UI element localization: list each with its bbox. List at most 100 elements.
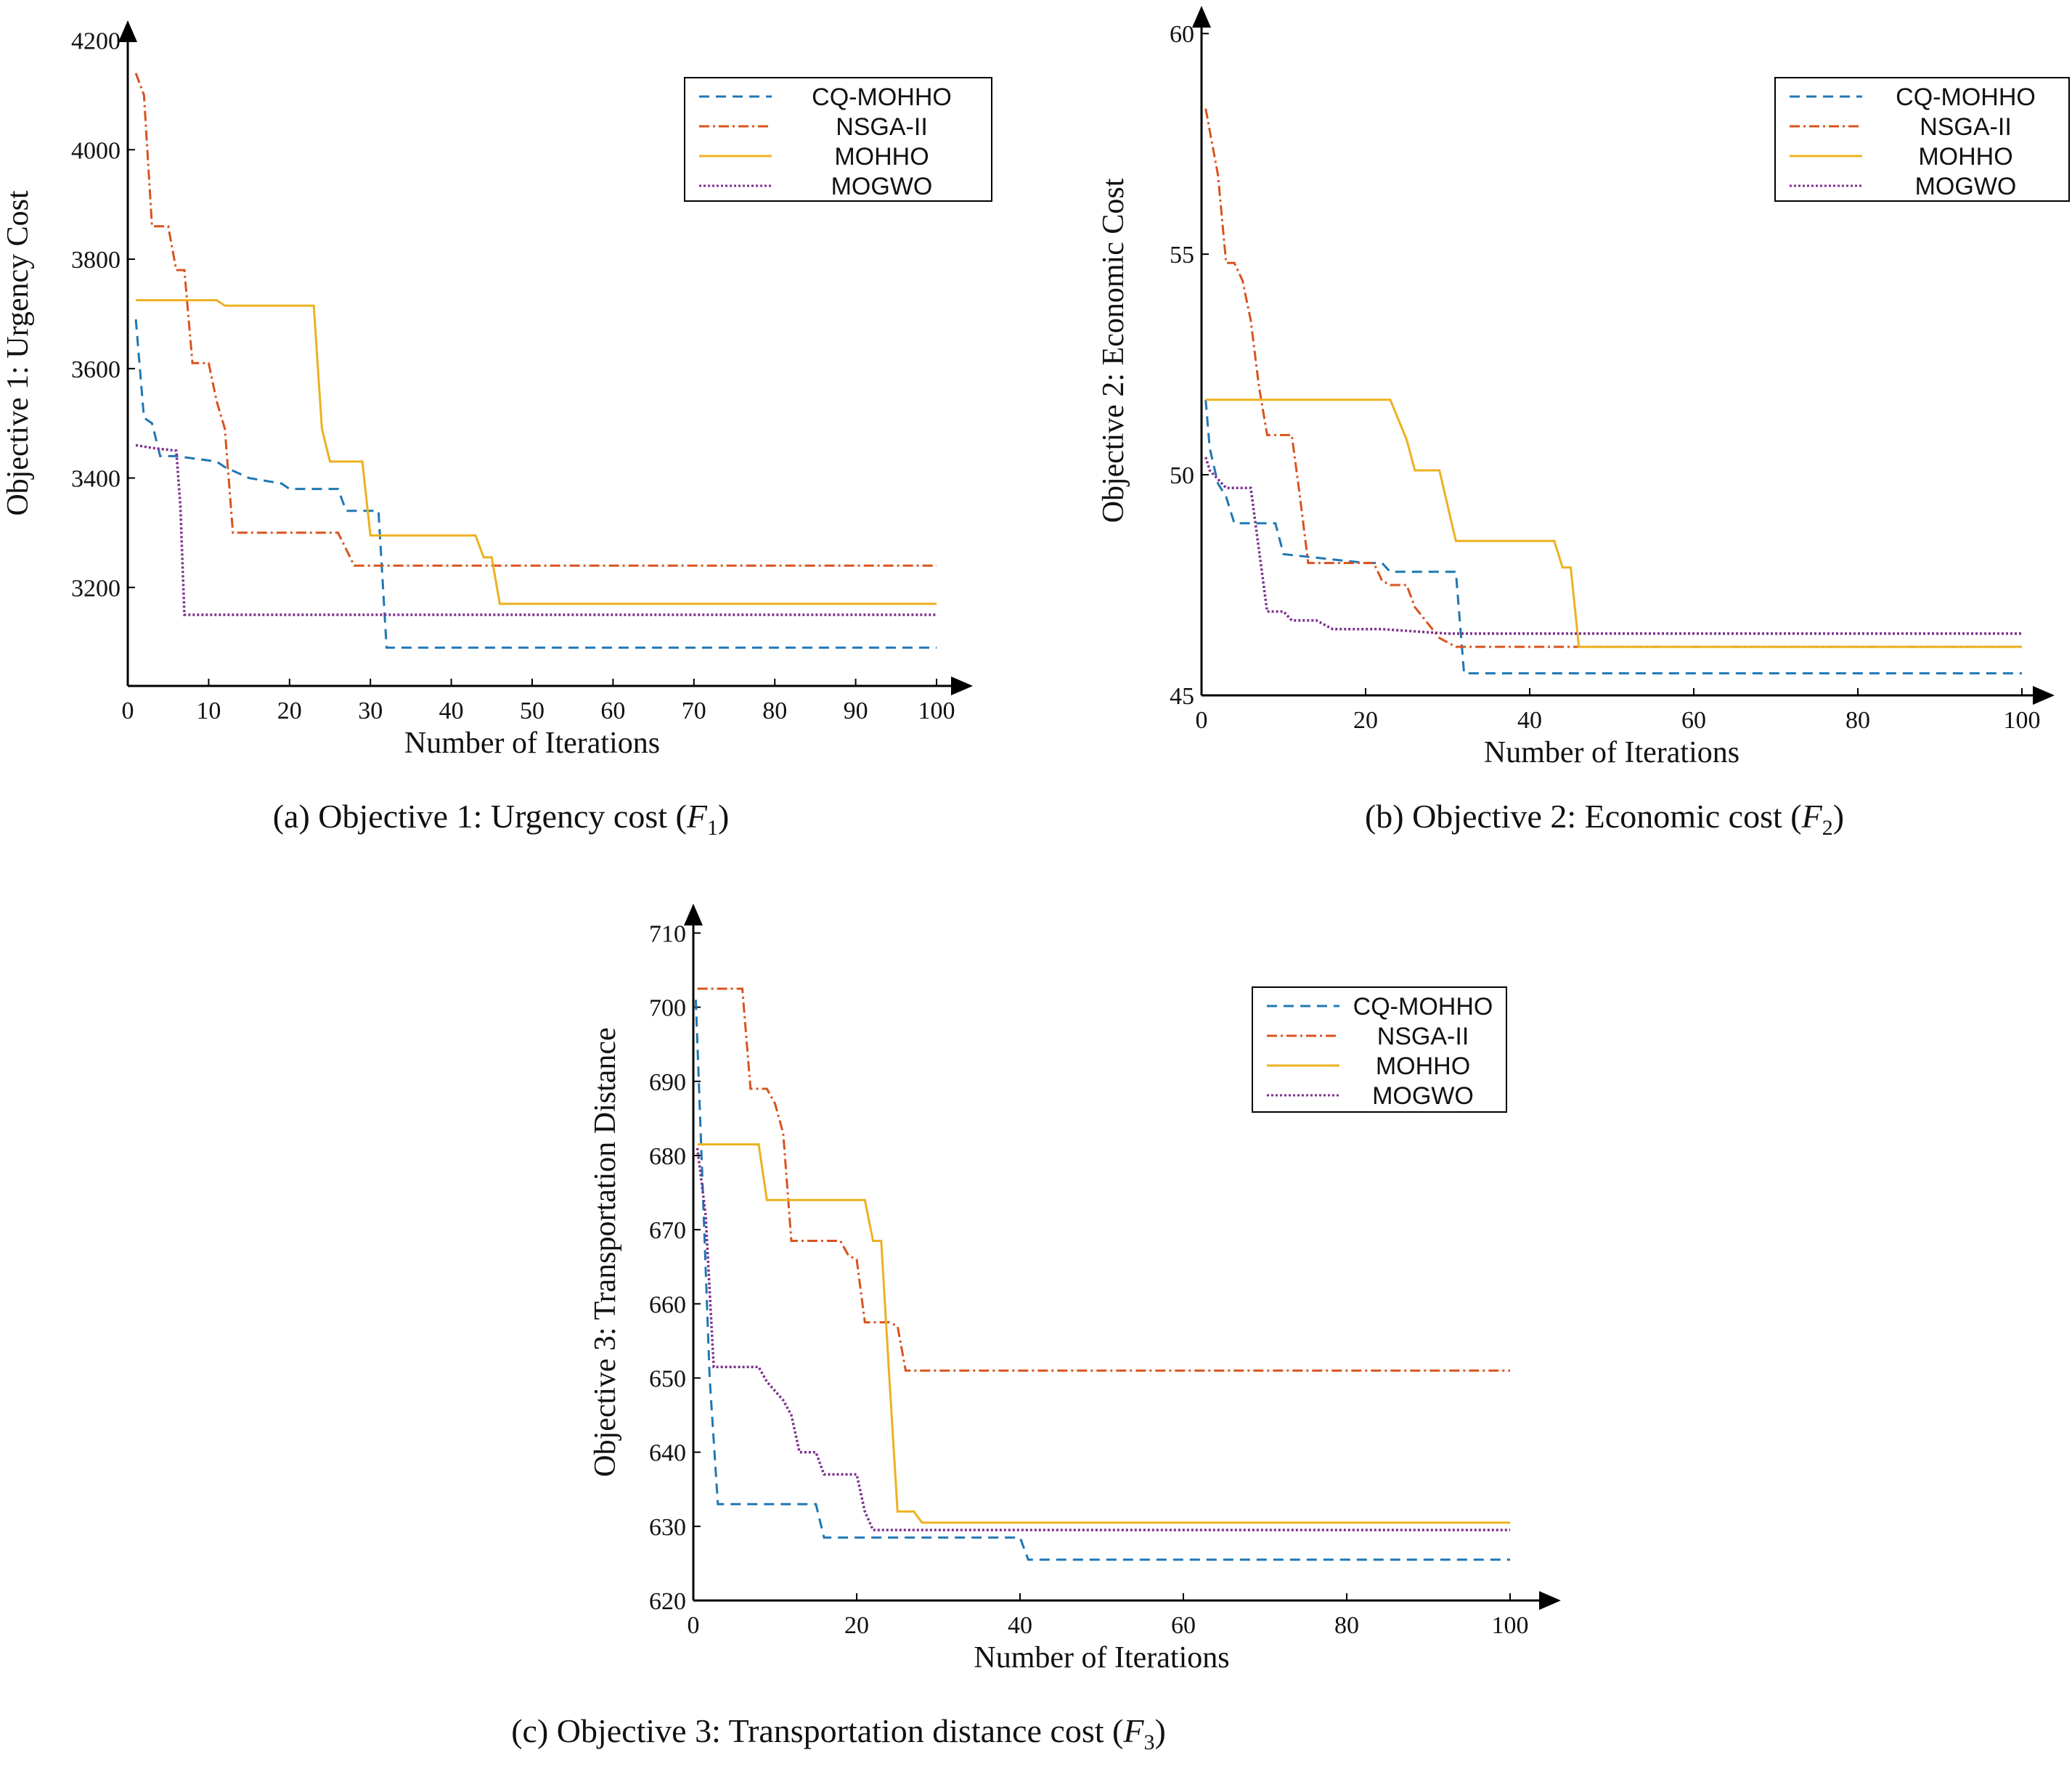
- x-tick-label: 90: [844, 698, 868, 724]
- caption-text: (a) Objective 1: Urgency cost (: [273, 798, 687, 835]
- x-tick-label: 40: [1008, 1612, 1032, 1639]
- y-tick-label: 710: [649, 920, 686, 947]
- y-tick-label: 630: [649, 1514, 686, 1541]
- legend-label-cq-mohho: CQ-MOHHO: [1353, 993, 1493, 1021]
- x-tick-label: 0: [1196, 707, 1208, 734]
- chart-caption: (c) Objective 3: Transportation distance…: [511, 1712, 1166, 1754]
- legend-label-nsga-ii: NSGA-II: [836, 113, 928, 141]
- series-line-cq-mohho: [134, 319, 937, 649]
- y-axis-label: Objective 2: Economic Cost: [1097, 178, 1130, 523]
- x-tick-label: 20: [277, 698, 302, 724]
- x-tick-label: 60: [600, 698, 625, 724]
- legend-label-mohho: MOHHO: [834, 143, 929, 171]
- y-axis-arrow-icon: [118, 20, 137, 42]
- y-tick-label: 640: [649, 1440, 686, 1467]
- caption-suffix: ): [718, 798, 729, 835]
- y-tick-label: 60: [1170, 21, 1194, 48]
- x-tick-label: 40: [439, 698, 464, 724]
- x-axis-arrow-icon: [2033, 686, 2055, 705]
- x-tick-label: 10: [196, 698, 221, 724]
- x-axis-label: Number of Iterations: [974, 1641, 1229, 1675]
- legend-box: [1774, 77, 2070, 202]
- caption-suffix: ): [1154, 1712, 1165, 1749]
- y-axis-arrow-icon: [684, 904, 703, 925]
- y-axis-arrow-icon: [1192, 6, 1211, 28]
- series-line-nsga-ii: [134, 73, 937, 567]
- x-tick-label: 80: [762, 698, 787, 724]
- x-axis-label: Number of Iterations: [404, 727, 660, 760]
- y-tick-label: 3200: [71, 575, 121, 602]
- legend-label-mogwo: MOGWO: [1915, 173, 2017, 200]
- caption-variable: F: [1801, 798, 1823, 835]
- series-line-mogwo: [135, 443, 937, 616]
- series-line-mohho: [136, 299, 937, 605]
- y-tick-label: 650: [649, 1365, 686, 1392]
- legend-label-nsga-ii: NSGA-II: [1920, 113, 2012, 141]
- x-tick-label: 40: [1517, 707, 1542, 734]
- y-tick-label: 3400: [71, 466, 121, 493]
- y-axis-label: Objective 3: Transportation Distance: [589, 1027, 622, 1476]
- x-tick-label: 100: [2004, 707, 2041, 734]
- x-axis-label: Number of Iterations: [1484, 736, 1739, 769]
- caption-variable: F: [1122, 1712, 1144, 1749]
- caption-subscript: 3: [1143, 1730, 1154, 1754]
- caption-subscript: 1: [707, 816, 718, 840]
- x-tick-label: 60: [1171, 1612, 1196, 1639]
- legend-label-cq-mohho: CQ-MOHHO: [812, 83, 952, 111]
- x-tick-label: 50: [520, 698, 544, 724]
- chart-caption: (b) Objective 2: Economic cost (F2): [1365, 798, 1844, 840]
- legend-label-mogwo: MOGWO: [831, 173, 933, 200]
- y-tick-label: 680: [649, 1143, 686, 1170]
- series-line-nsga-ii: [697, 987, 1510, 1372]
- y-tick-label: 45: [1170, 683, 1194, 710]
- series-line-mogwo: [1204, 457, 2022, 635]
- y-tick-label: 700: [649, 995, 686, 1022]
- series-line-mohho: [697, 1143, 1510, 1524]
- x-tick-label: 30: [358, 698, 383, 724]
- caption-text: (b) Objective 2: Economic cost (: [1365, 798, 1802, 835]
- x-axis-arrow-icon: [951, 676, 973, 695]
- x-tick-label: 80: [1334, 1612, 1359, 1639]
- y-tick-label: 55: [1170, 242, 1194, 269]
- x-tick-label: 20: [844, 1612, 869, 1639]
- series-line-mogwo: [696, 1148, 1510, 1532]
- legend-label-mohho: MOHHO: [1918, 143, 2012, 171]
- x-tick-label: 100: [918, 698, 955, 724]
- legend-box: [1252, 986, 1507, 1113]
- legend-label-mohho: MOHHO: [1376, 1052, 1470, 1080]
- y-tick-label: 3800: [71, 247, 121, 274]
- series-line-nsga-ii: [1204, 108, 2022, 648]
- x-tick-label: 100: [1492, 1612, 1529, 1639]
- caption-suffix: ): [1833, 798, 1844, 835]
- y-tick-label: 50: [1170, 462, 1194, 489]
- caption-subscript: 2: [1822, 816, 1833, 840]
- y-tick-label: 690: [649, 1069, 686, 1096]
- legend-label-nsga-ii: NSGA-II: [1377, 1023, 1469, 1050]
- caption-variable: F: [686, 798, 708, 835]
- chart-caption: (a) Objective 1: Urgency cost (F1): [273, 798, 730, 840]
- y-tick-label: 4200: [71, 28, 121, 55]
- x-tick-label: 80: [1845, 707, 1870, 734]
- x-tick-label: 60: [1681, 707, 1706, 734]
- chart-panel-c: 0 20 40 60 80 100 620 630 640 650 660 670 680 690 700 7…: [511, 904, 1561, 1754]
- chart-panel-a: 0 10 20 30 40 50 60 70 80 90 100 3200 3400 3600 3800 40…: [1, 20, 992, 840]
- x-tick-label: 70: [682, 698, 706, 724]
- legend-label-cq-mohho: CQ-MOHHO: [1896, 83, 2036, 111]
- y-tick-label: 3600: [71, 356, 121, 383]
- legend-box: [684, 77, 992, 202]
- x-tick-label: 20: [1353, 707, 1378, 734]
- y-tick-label: 4000: [71, 137, 121, 164]
- legend-label-mogwo: MOGWO: [1372, 1082, 1474, 1110]
- series-line-cq-mohho: [1204, 399, 2022, 675]
- y-tick-label: 620: [649, 1588, 686, 1615]
- y-tick-label: 670: [649, 1217, 686, 1244]
- y-tick-label: 660: [649, 1291, 686, 1318]
- x-tick-label: 0: [688, 1612, 700, 1639]
- caption-text: (c) Objective 3: Transportation distance…: [511, 1712, 1123, 1749]
